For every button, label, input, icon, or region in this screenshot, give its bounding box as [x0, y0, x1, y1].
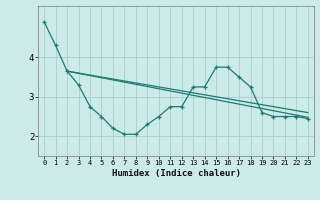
- X-axis label: Humidex (Indice chaleur): Humidex (Indice chaleur): [111, 169, 241, 178]
